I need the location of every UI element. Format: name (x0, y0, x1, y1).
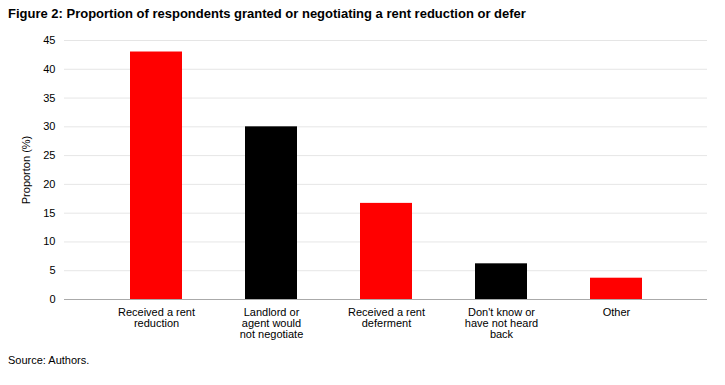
svg-text:40: 40 (43, 63, 55, 75)
svg-text:Received a rentreduction: Received a rentreduction (118, 306, 195, 329)
svg-text:Received a rentdeferment: Received a rentdeferment (348, 306, 425, 329)
svg-text:Landlord oragent wouldnot nego: Landlord oragent wouldnot negotiate (240, 306, 304, 340)
svg-text:35: 35 (43, 92, 55, 104)
svg-text:Proporton (%): Proporton (%) (20, 136, 32, 204)
svg-text:Don't know orhave not heardbac: Don't know orhave not heardback (465, 306, 538, 340)
svg-text:45: 45 (43, 34, 55, 46)
svg-text:20: 20 (43, 178, 55, 190)
svg-text:30: 30 (43, 120, 55, 132)
svg-text:5: 5 (49, 264, 55, 276)
html-text:Source: Authors.: Source: Authors. (8, 354, 90, 366)
svg-text:0: 0 (49, 293, 55, 305)
svg-text:Other: Other (603, 306, 631, 318)
svg-text:15: 15 (43, 207, 55, 219)
svg-text:25: 25 (43, 149, 55, 161)
svg-text:10: 10 (43, 235, 55, 247)
html-text:Figure 2: Proportion of respon: Figure 2: Proportion of respondents gran… (8, 6, 526, 21)
